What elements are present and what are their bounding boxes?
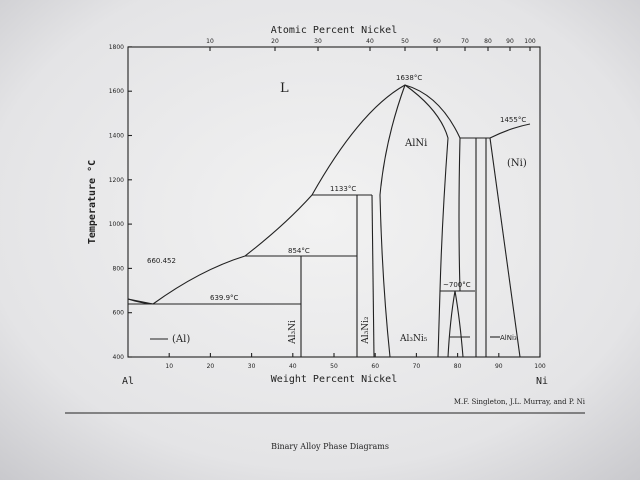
bottom-tick-label: 40 <box>289 363 297 370</box>
left-axis-title: Temperature °C <box>87 160 98 244</box>
top-tick-label: 40 <box>366 38 374 45</box>
label: L <box>280 81 289 96</box>
label: ~700°C <box>443 281 471 289</box>
label: AlNi <box>404 138 427 149</box>
left-tick-label: 1400 <box>109 133 124 140</box>
left-tick-label: 1800 <box>109 44 124 51</box>
bottom-tick-label: 30 <box>248 363 256 370</box>
bottom-tick-label: 70 <box>413 363 421 370</box>
top-tick-label: 30 <box>314 38 322 45</box>
top-tick-label: 10 <box>206 38 214 45</box>
left-tick-label: 800 <box>113 265 125 272</box>
label: (Al) <box>172 334 190 345</box>
top-tick-label: 80 <box>484 38 492 45</box>
label: 1455°C <box>500 116 526 124</box>
label: 1638°C <box>396 74 422 82</box>
bottom-tick-label: 80 <box>454 363 462 370</box>
right-end-label: Ni <box>536 376 548 387</box>
left-tick-label: 400 <box>113 354 125 361</box>
left-end-label: Al <box>122 376 134 387</box>
bottom-tick-label: 20 <box>207 363 215 370</box>
bottom-tick-label: 90 <box>495 363 503 370</box>
label: Al₃Ni₂ <box>361 316 371 345</box>
bottom-tick-label: 60 <box>371 363 379 370</box>
diagram-lines <box>65 46 585 414</box>
left-tick-label: 1600 <box>109 88 124 95</box>
credit: M.F. Singleton, J.L. Murray, and P. Ni <box>454 398 586 406</box>
left-tick-label: 1200 <box>109 177 124 184</box>
left-tick-label: 1000 <box>109 221 124 228</box>
top-tick-label: 60 <box>433 38 441 45</box>
bottom-tick-label: 100 <box>534 363 546 370</box>
bottom-tick-label: 50 <box>330 363 338 370</box>
label: 639.9°C <box>210 294 239 302</box>
top-tick-label: 50 <box>401 38 409 45</box>
label: 854°C <box>288 247 310 255</box>
label: 660.452 <box>147 257 176 265</box>
bottom-axis-title: Weight Percent Nickel <box>271 374 397 385</box>
label: (Ni) <box>507 158 527 169</box>
label: 1133°C <box>330 185 356 193</box>
top-axis-title: Atomic Percent Nickel <box>271 25 397 36</box>
label: Al₃Ni₅ <box>399 334 428 344</box>
label: AlNi₃ <box>500 334 517 342</box>
top-tick-label: 70 <box>461 38 469 45</box>
top-tick-label: 20 <box>271 38 279 45</box>
top-tick-label: 90 <box>506 38 514 45</box>
label: Al₃Ni <box>288 320 298 345</box>
top-tick-label: 100 <box>524 38 536 45</box>
bottom-tick-label: 10 <box>165 363 173 370</box>
left-tick-label: 600 <box>113 310 125 317</box>
footer: Binary Alloy Phase Diagrams <box>271 442 389 451</box>
